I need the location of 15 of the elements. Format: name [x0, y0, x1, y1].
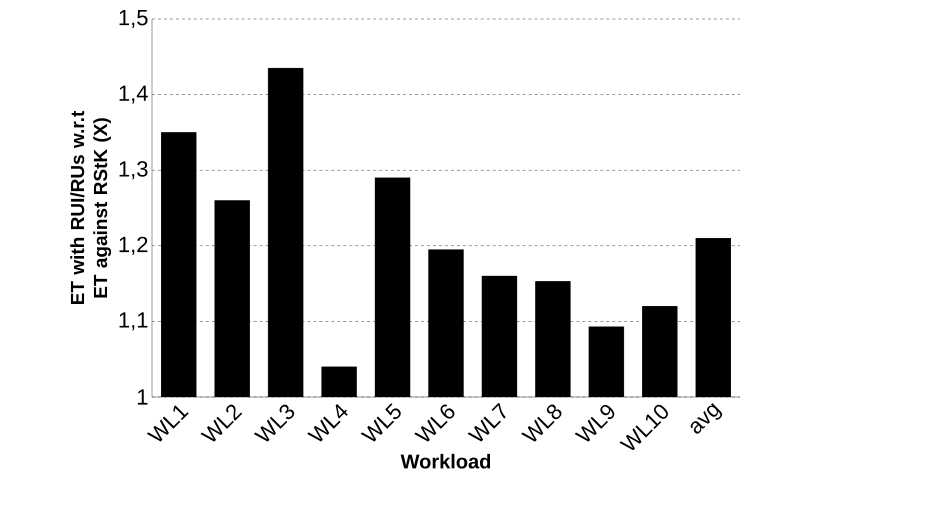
y-tick-label: 1,4 [120, 86, 148, 104]
y-tick-label: 1 [138, 389, 148, 405]
x-tick-label: WL6 [414, 404, 454, 442]
y-tick-label: 1,3 [120, 161, 148, 180]
x-axis-title: Workload [400, 454, 490, 469]
x-tick-label: WL9 [574, 404, 614, 442]
y-tick-label: 1,1 [120, 312, 148, 330]
x-tick-label: WL8 [521, 404, 562, 442]
y-tick-label: 1,2 [120, 236, 148, 255]
y-axis-title: ET with RUI/RUs w.r.t ET against RStK (X) [70, 110, 112, 304]
x-tick-label: WL1 [146, 405, 189, 442]
y-tick-label: 1,5 [120, 10, 148, 28]
x-tick-label: WL2 [200, 404, 242, 442]
x-tick-label: avg [690, 403, 722, 434]
x-tick-label: WL3 [254, 404, 294, 442]
